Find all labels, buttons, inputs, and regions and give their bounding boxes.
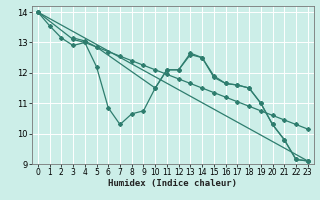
X-axis label: Humidex (Indice chaleur): Humidex (Indice chaleur) [108,179,237,188]
